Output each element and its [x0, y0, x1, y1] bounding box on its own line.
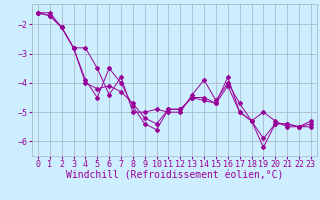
X-axis label: Windchill (Refroidissement éolien,°C): Windchill (Refroidissement éolien,°C): [66, 171, 283, 181]
